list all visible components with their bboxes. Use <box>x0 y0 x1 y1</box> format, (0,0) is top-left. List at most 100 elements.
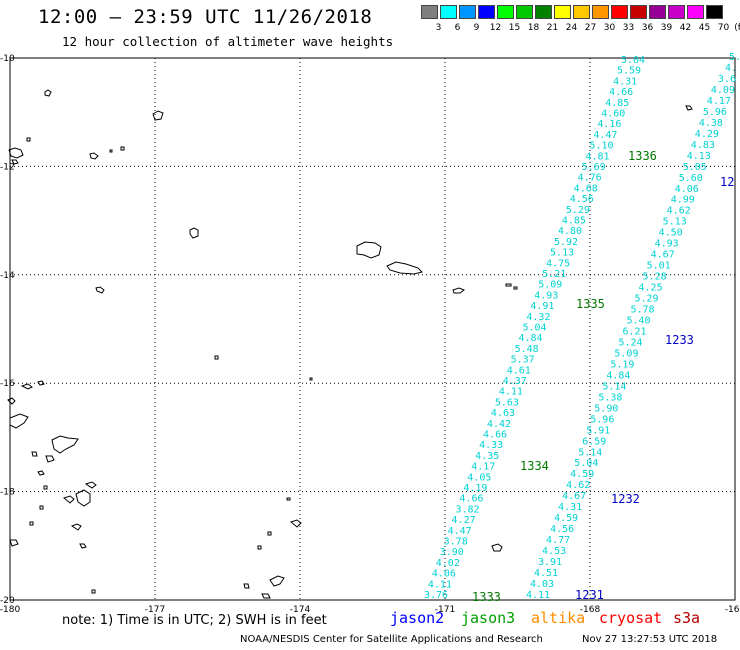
wave-height-value: 4.75 <box>546 258 570 269</box>
island <box>491 543 503 552</box>
lat-tick-label: -20 <box>0 596 15 606</box>
lon-tick-label: -165 <box>725 605 740 615</box>
pass-number-label: 1336 <box>628 149 657 163</box>
island <box>62 495 75 504</box>
wave-height-value: 5.91 <box>586 425 610 436</box>
wave-height-value: 3.90 <box>440 547 464 558</box>
island <box>43 485 48 490</box>
wave-height-value: 4.99 <box>671 195 695 206</box>
wave-height-value: 4.93 <box>534 290 558 301</box>
lon-tick-label: -174 <box>290 605 311 615</box>
legend-label: 3 <box>435 23 442 33</box>
map-title: 12:00 – 23:59 UTC 11/26/2018 <box>38 6 373 28</box>
wave-height-value: 5.09 <box>614 348 638 359</box>
wave-height-value: 4.59 <box>570 469 594 480</box>
legend-swatch <box>573 5 590 19</box>
legend-swatch <box>421 5 438 19</box>
wave-height-value: 4.60 <box>601 109 625 120</box>
wave-height-value: 4.84 <box>606 370 630 381</box>
legend-label: 33 <box>622 23 635 33</box>
wave-height-value: 4.19 <box>463 483 487 494</box>
wave-height-value: 4.80 <box>558 226 582 237</box>
wave-height-value: 5.21 <box>542 269 566 280</box>
island <box>7 397 16 405</box>
wave-height-value: 4.37 <box>503 376 527 387</box>
wave-height-value: 4.17 <box>471 462 495 473</box>
wave-height-value: 5.13 <box>550 248 574 259</box>
wave-height-value: 5.29 <box>635 294 659 305</box>
island <box>51 435 79 454</box>
wave-height-value: 4.56 <box>550 524 574 535</box>
island <box>152 110 164 121</box>
wave-height-value: 3.76 <box>424 590 448 601</box>
note-text: note: 1) Time is in UTC; 2) SWH is in fe… <box>62 613 327 628</box>
wave-height-value: 5.63 <box>495 397 519 408</box>
legend-swatch <box>649 5 666 19</box>
legend-swatch <box>478 5 495 19</box>
satellite-altika-label: altika <box>531 609 586 627</box>
wave-height-value: 4.51 <box>534 568 558 579</box>
altimeter-tracks: 5.045.594.314.664.854.604.164.475.104.81… <box>424 52 740 601</box>
wave-height-value: 5. <box>729 52 740 63</box>
wave-height-value: 5.10 <box>589 141 613 152</box>
legend-label: 39 <box>660 23 673 33</box>
lon-tick-label: -168 <box>580 605 601 615</box>
island <box>685 105 693 111</box>
credit-text: NOAA/NESDIS Center for Satellite Applica… <box>240 634 543 645</box>
legend-unit: (ft) <box>734 23 740 33</box>
wave-height-value: 4.13 <box>687 151 711 162</box>
legend-swatch <box>516 5 533 19</box>
wave-height-value: 4.17 <box>707 96 731 107</box>
island <box>9 539 19 547</box>
wave-height-value: 4.63 <box>491 408 515 419</box>
legend-swatch <box>497 5 514 19</box>
wave-height-value: 4.91 <box>530 301 554 312</box>
wave-height-value: 5.29 <box>566 205 590 216</box>
wave-height-value: 4.84 <box>519 333 543 344</box>
wave-height-value: 4.50 <box>659 228 683 239</box>
island <box>84 481 97 489</box>
island <box>39 505 44 510</box>
island <box>26 137 31 142</box>
wave-height-value: 4.09 <box>711 85 735 96</box>
wave-height-value: 4.31 <box>613 76 637 87</box>
wave-height-value: 4.62 <box>566 480 590 491</box>
wave-height-value: 4.85 <box>605 98 629 109</box>
wave-height-value: 5.04 <box>621 55 645 66</box>
axis-ticks: -180 -177 -174 -171 -168 -165 -10 -12 -14 -16 -18 -… <box>0 54 740 615</box>
satellite-jason3-label: jason3 <box>461 609 516 627</box>
island <box>261 593 271 599</box>
island <box>289 519 302 528</box>
island <box>37 470 45 476</box>
legend-swatch <box>459 5 476 19</box>
island <box>37 380 45 386</box>
lon-tick-label: -171 <box>435 605 455 615</box>
island <box>257 545 262 550</box>
wave-height-value: 4.06 <box>432 569 456 580</box>
wave-height-value: 4.27 <box>452 515 476 526</box>
wave-height-value: 4.66 <box>459 494 483 505</box>
wave-height-value: 5.28 <box>643 272 667 283</box>
lat-tick-label: -18 <box>0 488 15 498</box>
legend-label: 6 <box>454 23 461 33</box>
wave-height-value: 4.66 <box>483 430 507 441</box>
island <box>452 287 466 294</box>
wave-height-value: 5.69 <box>582 162 606 173</box>
satellite-jason2-label: jason2 <box>390 609 445 627</box>
pass-number-label: 1231 <box>575 588 604 602</box>
island <box>109 149 113 153</box>
wave-height-value: 4.47 <box>593 130 617 141</box>
wave-height-value: 5.78 <box>630 305 654 316</box>
wave-height-value: 4.42 <box>487 419 511 430</box>
wave-height-value: 4.67 <box>651 250 675 261</box>
island <box>75 489 91 507</box>
timestamp-text: Nov 27 13:27:53 UTC 2018 <box>582 634 718 645</box>
legend-swatch <box>687 5 704 19</box>
legend-swatch <box>706 5 723 19</box>
wave-height-value: 4.32 <box>526 312 550 323</box>
wave-height-value: 4.02 <box>436 558 460 569</box>
lon-tick-label: -177 <box>145 605 165 615</box>
wave-height-value: 5.14 <box>578 447 602 458</box>
pass-number-label: 1334 <box>520 459 549 473</box>
